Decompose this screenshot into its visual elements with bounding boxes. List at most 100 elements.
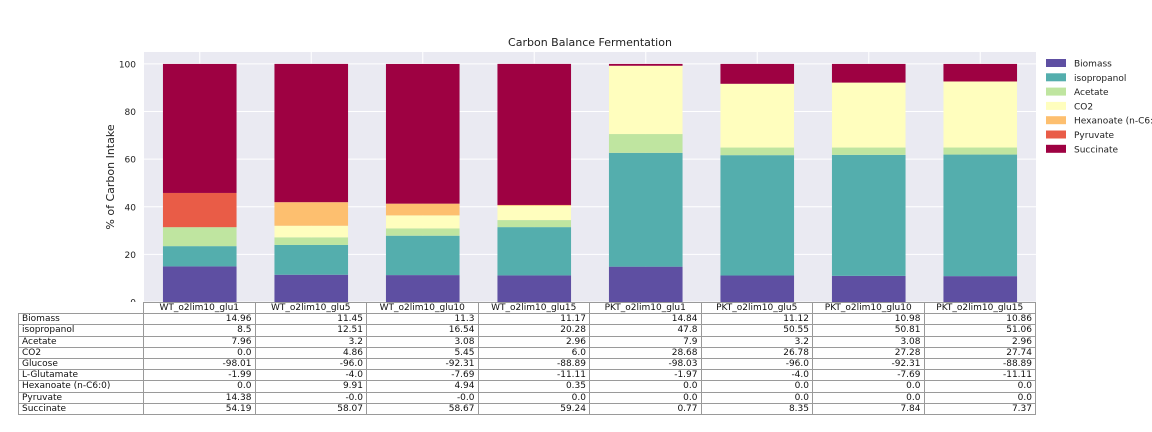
bar-segment <box>274 244 349 275</box>
table-cell: 0.35 <box>477 380 590 393</box>
table-cell: -88.89 <box>923 357 1036 371</box>
bar-segment <box>497 227 572 276</box>
legend-swatch <box>1046 87 1066 96</box>
bar-segment <box>385 215 460 229</box>
bar-segment <box>720 63 795 84</box>
table-cell: 26.78 <box>700 346 813 359</box>
table-cell: -4.0 <box>254 369 367 382</box>
table-cell: -4.0 <box>700 369 813 382</box>
table-cell: 51.06 <box>923 324 1036 337</box>
table-cell: 7.84 <box>812 402 925 415</box>
bar-segment <box>274 237 349 245</box>
table-row: Biomass 14.96 11.45 11.3 11.17 14.84 11.12 10.9… <box>18 313 1036 326</box>
bar-segment <box>162 63 237 193</box>
table-cell: 0.0 <box>143 380 256 393</box>
table-cell: 3.2 <box>254 335 367 348</box>
table-cell: 9.91 <box>254 380 367 393</box>
legend-label: Pyruvate <box>1074 131 1115 141</box>
bar-segment <box>385 63 460 204</box>
table-row: Glucose -98.01 -96.0 -92.31 -88.89 -98.03 -96.… <box>18 357 1036 371</box>
legend-label: Biomass <box>1074 60 1112 70</box>
table-row-label: Glucose <box>18 357 144 371</box>
table-cell: 11.45 <box>254 313 367 326</box>
bar-segment <box>274 63 349 203</box>
table-column-header: WT_o2lim10_glu15 <box>477 301 590 315</box>
bar-segment <box>720 275 795 302</box>
table-cell: 0.77 <box>589 402 702 415</box>
table-cell: 0.0 <box>812 391 925 404</box>
table-cell: 20.28 <box>477 324 590 337</box>
table-cell: 50.55 <box>700 324 813 337</box>
legend-swatch <box>1046 101 1066 110</box>
table-cell: 14.38 <box>143 391 256 404</box>
bar-segment <box>608 134 683 153</box>
y-tick-label: 60 <box>125 156 137 166</box>
table-row-label: Pyruvate <box>18 391 144 404</box>
table-cell: 4.86 <box>254 346 367 359</box>
table-row: Succinate 54.19 58.07 58.67 59.24 0.77 8.35 7.8… <box>18 402 1036 415</box>
bar-segment <box>943 276 1018 302</box>
table-cell: -11.11 <box>477 369 590 382</box>
table-row-label: Acetate <box>18 335 144 348</box>
table-cell: 10.98 <box>812 313 925 326</box>
y-tick-label: 40 <box>125 203 137 213</box>
bar-segment <box>943 63 1018 82</box>
table-corner <box>19 303 144 314</box>
chart: 0 20 40 60 80 100 Carbon Balance Fermentation… <box>104 36 1152 302</box>
table-row-label: Succinate <box>18 402 144 415</box>
table-cell: 0.0 <box>589 391 702 404</box>
legend-label: isopropanol <box>1074 74 1126 84</box>
table-cell: 0.0 <box>700 391 813 404</box>
table-cell: -0.0 <box>254 391 367 404</box>
table-row: Hexanoate (n-C6:0) 0.0 9.91 4.94 0.35 0.0 0.0 0… <box>18 380 1036 393</box>
table-cell: 14.84 <box>589 313 702 326</box>
table-cell: 54.19 <box>143 402 256 415</box>
table-cell: 6.0 <box>477 346 590 359</box>
table-cell: 3.2 <box>700 335 813 348</box>
table-cell: -1.99 <box>143 369 256 382</box>
table-column-header: WT_o2lim10_glu5 <box>254 301 367 315</box>
table-cell: 58.67 <box>366 402 479 415</box>
legend-swatch <box>1046 59 1066 67</box>
table-column-header: WT_o2lim10_glu1 <box>143 301 256 315</box>
legend-label: CO2 <box>1074 102 1093 112</box>
bar-segment <box>831 63 906 83</box>
table-cell: 59.24 <box>477 402 590 415</box>
table-cell: 12.51 <box>254 324 367 337</box>
table-cell: 7.37 <box>923 402 1036 415</box>
table-cell: 28.68 <box>589 346 702 359</box>
table-cell: 16.54 <box>366 324 479 337</box>
table-row-label: L-Glutamate <box>18 369 144 382</box>
legend-label: Acetate <box>1074 88 1109 98</box>
legend-label: Succinate <box>1074 145 1119 155</box>
table-cell: 0.0 <box>812 380 925 393</box>
table-row: Acetate 7.96 3.2 3.08 2.96 7.9 3.2 3.08 2.96 <box>18 335 1036 348</box>
table-row: CO2 0.0 4.86 5.45 6.0 28.68 26.78 27.28 27.74 <box>18 346 1036 359</box>
table-cell: 3.08 <box>812 335 925 348</box>
bar-segment <box>608 63 683 66</box>
bar-segment <box>831 147 906 155</box>
bar-segment <box>274 274 349 302</box>
table-row-label: CO2 <box>18 346 144 359</box>
table-cell: 0.0 <box>923 380 1036 393</box>
table-cell: -11.11 <box>923 369 1036 382</box>
table-cell: 4.94 <box>366 380 479 393</box>
table-cell: -1.97 <box>589 369 702 382</box>
bar-segment <box>497 275 572 302</box>
bar-segment <box>943 81 1018 148</box>
bar-segment <box>497 205 572 221</box>
bar-segment <box>831 154 906 276</box>
table-cell: 0.0 <box>477 391 590 404</box>
table-row-label: Hexanoate (n-C6:0) <box>18 380 144 393</box>
bar-segment <box>385 275 460 302</box>
bar-segment <box>720 155 795 276</box>
y-tick-label: 20 <box>125 251 137 261</box>
table-cell: -92.31 <box>366 357 479 371</box>
legend-swatch <box>1046 73 1066 82</box>
table-cell: -7.69 <box>812 369 925 382</box>
table-cell: 0.0 <box>589 380 702 393</box>
y-tick-labels: 0 20 40 60 80 100 <box>119 60 136 302</box>
bar-segment <box>720 83 795 148</box>
bar-segment <box>497 204 572 206</box>
table-cell: 27.28 <box>812 346 925 359</box>
